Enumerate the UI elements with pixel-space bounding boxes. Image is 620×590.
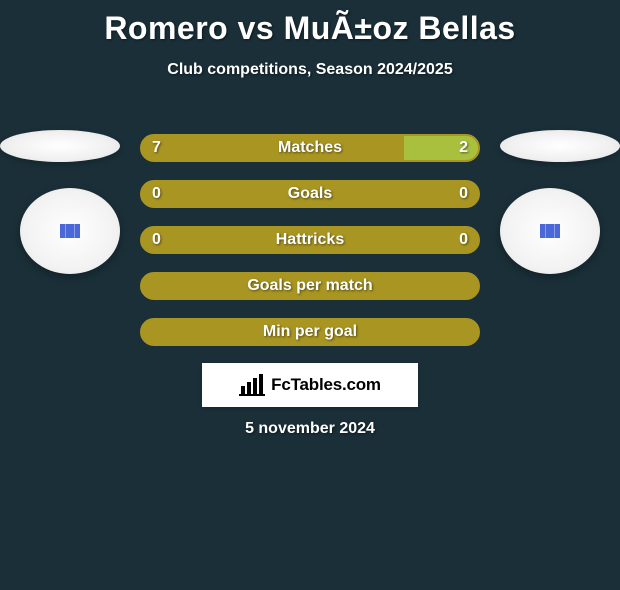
page-subtitle: Club competitions, Season 2024/2025: [0, 61, 620, 79]
stat-segment-left: [142, 228, 478, 252]
player-left-silhouette: [0, 130, 120, 162]
player-right-silhouette: [500, 130, 620, 162]
brand-label: FcTables.com: [271, 375, 381, 395]
stat-row: Min per goal: [140, 318, 480, 346]
date-label: 5 november 2024: [0, 420, 620, 438]
stat-segment-left: [142, 320, 478, 344]
stat-segment-right: [404, 136, 478, 160]
brand-badge: FcTables.com: [202, 363, 418, 407]
stat-row: Goals per match: [140, 272, 480, 300]
stat-segment-left: [142, 136, 404, 160]
stat-row: Matches72: [140, 134, 480, 162]
bars-icon: [239, 374, 265, 396]
stat-segment-left: [142, 274, 478, 298]
stat-segment-left: [142, 182, 478, 206]
jersey-icon: [540, 224, 560, 238]
player-right-badge: [500, 188, 600, 274]
stat-row: Hattricks00: [140, 226, 480, 254]
player-left-badge: [20, 188, 120, 274]
jersey-icon: [60, 224, 80, 238]
page-title: Romero vs MuÃ±oz Bellas: [0, 10, 620, 47]
stat-row: Goals00: [140, 180, 480, 208]
comparison-rows: Matches72 Goals00 Hattricks00 Goals per mat…: [140, 134, 480, 364]
